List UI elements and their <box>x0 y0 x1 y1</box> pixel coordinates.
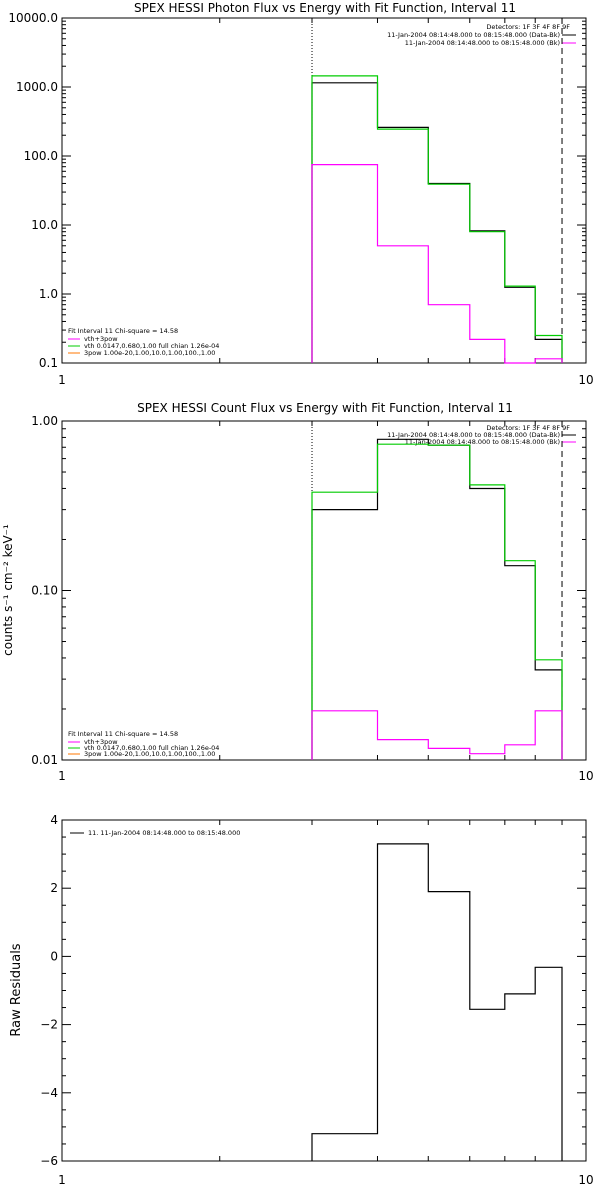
y-tick-label: 1.00 <box>31 414 58 428</box>
series-data-bk-line <box>311 82 563 363</box>
x-tick-label-1: 1 <box>58 769 66 783</box>
count-flux-panel: SPEX HESSI Count Flux vs Energy with Fit… <box>1 401 594 783</box>
y-tick-label: 10000.0 <box>8 11 58 25</box>
y-tick-label: −2 <box>40 1018 58 1032</box>
count-flux-title: SPEX HESSI Count Flux vs Energy with Fit… <box>137 401 513 415</box>
fit-legend-vth: vth 0.0147,0.680,1.00 full chian 1.26e-0… <box>84 342 219 350</box>
y-tick-label: 0.01 <box>31 753 58 767</box>
count-flux-plot-frame <box>61 420 587 761</box>
residuals-panel: Raw Residuals −6 −4 −2 0 2 4 1 10 11. 11-Jan-… <box>9 813 594 1187</box>
detectors-label: Detectors: 1F 3F 4F 8F 9F <box>486 424 570 432</box>
photon-flux-y-tick-labels: 0.1 1.0 10.0 100.0 1000.0 10000.0 <box>8 11 58 370</box>
series-vth-3pow-line <box>311 443 563 760</box>
y-tick-label: 0 <box>50 949 58 963</box>
residuals-y-tick-labels: −6 −4 −2 0 2 4 <box>40 813 58 1168</box>
photon-flux-title: SPEX HESSI Photon Flux vs Energy with Fi… <box>134 1 516 15</box>
legend-data-bk: 11-Jan-2004 08:14:48.000 to 08:15:48.000… <box>387 431 560 439</box>
photon-flux-fit-legend: Fit Interval 11 Chi-square = 14.58 vth+3… <box>68 327 219 357</box>
fit-legend-3pow: 3pow 1.00e-20,1.00,10.0,1.00,100.,1.00 <box>84 349 215 357</box>
series-bk-line <box>311 164 563 364</box>
photon-flux-x-tick-labels: 1 10 <box>58 373 593 387</box>
x-tick-label-10: 10 <box>578 769 593 783</box>
series-data-bk-line <box>311 438 563 760</box>
count-flux-y-tick-labels: 0.01 0.10 1.00 <box>31 414 58 767</box>
photon-flux-plot-frame <box>61 17 587 364</box>
legend-bk: 11-Jan-2004 08:14:48.000 to 08:15:48.000… <box>405 438 560 446</box>
fit-legend-total: vth+3pow <box>84 738 118 746</box>
x-tick-label-1: 1 <box>58 373 66 387</box>
series-vth-3pow-line <box>311 75 563 363</box>
y-tick-label: 2 <box>50 881 58 895</box>
fit-interval-label: Fit Interval 11 Chi-square = 14.58 <box>68 327 178 335</box>
y-tick-label: 1.0 <box>39 287 58 301</box>
photon-flux-plot-area <box>62 17 586 364</box>
photon-flux-panel: SPEX HESSI Photon Flux vs Energy with Fi… <box>8 1 593 387</box>
x-tick-label-1: 1 <box>58 1173 66 1187</box>
detectors-label: Detectors: 1F 3F 4F 8F 9F <box>486 23 570 31</box>
x-tick-label-10: 10 <box>578 1173 593 1187</box>
count-flux-y-axis-label: counts s⁻¹ cm⁻² keV⁻¹ <box>1 524 15 656</box>
residuals-plot-frame <box>61 819 587 1162</box>
residuals-legend-label: 11. 11-Jan-2004 08:14:48.000 to 08:15:48… <box>88 829 240 837</box>
residuals-x-tick-labels: 1 10 <box>58 1173 593 1187</box>
fit-legend-total: vth+3pow <box>84 335 118 343</box>
legend-data-bk: 11-Jan-2004 08:14:48.000 to 08:15:48.000… <box>387 31 560 39</box>
y-tick-label: −4 <box>40 1086 58 1100</box>
y-tick-label: −6 <box>40 1154 58 1168</box>
series-residuals-line <box>311 843 563 1161</box>
fit-interval-label: Fit Interval 11 Chi-square = 14.58 <box>68 730 178 738</box>
y-tick-label: 10.0 <box>31 218 58 232</box>
photon-flux-top-legend: Detectors: 1F 3F 4F 8F 9F 11-Jan-2004 08… <box>387 23 576 47</box>
residuals-legend: 11. 11-Jan-2004 08:14:48.000 to 08:15:48… <box>70 829 240 837</box>
y-tick-label: 0.10 <box>31 584 58 598</box>
x-tick-label-10: 10 <box>578 373 593 387</box>
y-tick-label: 4 <box>50 813 58 827</box>
count-flux-plot-area <box>62 420 586 761</box>
count-flux-fit-legend: Fit Interval 11 Chi-square = 14.58 vth+3… <box>68 730 219 758</box>
fit-legend-3pow: 3pow 1.00e-20,1.00,10.0,1.00,100.,1.00 <box>84 750 215 758</box>
y-tick-label: 0.1 <box>39 356 58 370</box>
fit-legend-vth: vth 0.0147,0.680,1.00 full chian 1.26e-0… <box>84 744 219 752</box>
residuals-y-axis-label: Raw Residuals <box>9 943 24 1036</box>
legend-bk: 11-Jan-2004 08:14:48.000 to 08:15:48.000… <box>405 39 560 47</box>
series-bk-line <box>311 710 563 760</box>
y-tick-label: 1000.0 <box>16 80 58 94</box>
count-flux-x-tick-labels: 1 10 <box>58 769 593 783</box>
residuals-plot-area <box>62 819 586 1162</box>
count-flux-top-legend: Detectors: 1F 3F 4F 8F 9F 11-Jan-2004 08… <box>387 424 576 446</box>
y-tick-label: 100.0 <box>24 149 58 163</box>
